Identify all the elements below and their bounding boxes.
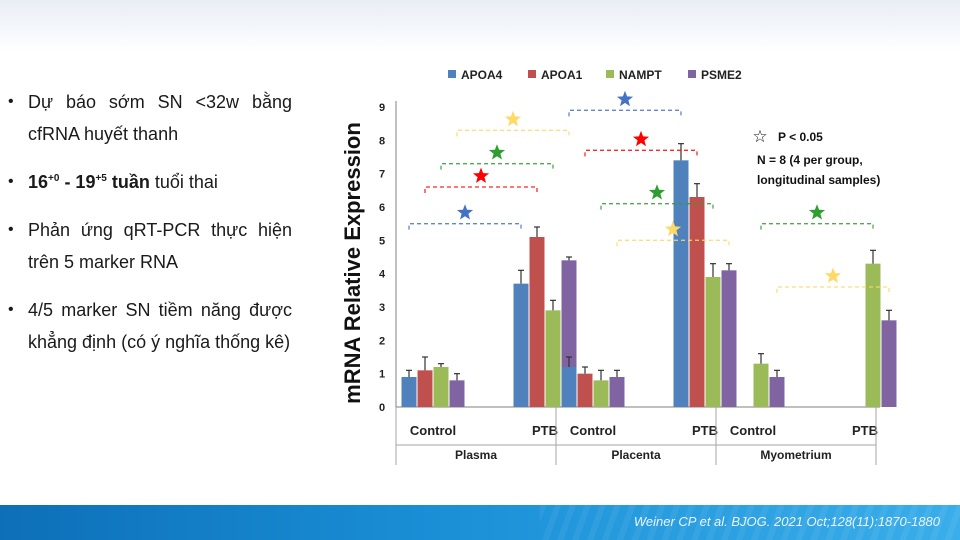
citation-text: Weiner CP et al. BJOG. 2021 Oct;128(11):… [633, 514, 940, 529]
legend-swatch [606, 70, 614, 78]
significance-star-icon [472, 167, 490, 183]
bullet-text: tuần [106, 172, 150, 192]
data-bar [417, 370, 433, 407]
bullet-text: - 19 [59, 172, 96, 192]
data-bar [577, 373, 593, 407]
footer-wave-decoration [540, 505, 960, 540]
significance-bracket [424, 186, 538, 193]
bullet-text: tuổi thai [149, 172, 218, 192]
data-bar [721, 270, 737, 407]
legend-swatch [448, 70, 456, 78]
note-sample-size: N = 8 (4 per group, [757, 153, 863, 167]
y-tick-label: 7 [379, 169, 385, 181]
significance-bracket [760, 223, 874, 230]
data-bar [529, 237, 545, 407]
bullet-item: • Phản ứng qRT-PCR thực hiện trên 5 marke… [8, 214, 292, 278]
data-bar [609, 377, 625, 407]
bullet-text: +0 [48, 173, 60, 184]
expression-bar-chart: mRNA Relative Expression 0 1 2 3 4 5 6 7 8 9 APOA4 A… [340, 68, 897, 465]
y-tick-label: 0 [379, 402, 385, 414]
bullet-dot: • [8, 93, 14, 110]
data-bar [689, 197, 705, 407]
data-bar [673, 160, 689, 407]
bullet-dot: • [8, 301, 14, 318]
significance-star-icon [664, 220, 682, 237]
y-tick-label: 6 [379, 202, 385, 214]
bullet-text: Phản ứng qRT-PCR thực hiện trên 5 marker… [28, 220, 292, 272]
group-label: PTB [532, 423, 558, 438]
bullet-text: Dự báo sớm SN <32w bằng cfRNA huyết than… [28, 92, 292, 144]
bullet-item: • 16+0 - 19+5 tuần tuổi thai [8, 166, 292, 198]
bullet-list: • Dự báo sớm SN <32w bằng cfRNA huyết tha… [8, 86, 292, 374]
group-label: PTB [692, 423, 718, 438]
significance-star-icon [456, 204, 474, 220]
note-star-icon: ☆ [752, 127, 767, 146]
significance-bracket [456, 129, 570, 137]
data-bar [865, 263, 881, 407]
tissue-label: Plasma [455, 448, 497, 462]
legend-swatch [528, 70, 536, 78]
significance-bracket [600, 203, 714, 210]
significance-star-icon [488, 144, 506, 160]
group-label: PTB [852, 423, 878, 438]
significance-star-icon [648, 184, 666, 200]
data-bar [593, 380, 609, 407]
bullet-text: 16 [28, 172, 49, 192]
legend-swatch [688, 70, 696, 78]
significance-star-icon [504, 110, 522, 127]
significance-star-icon [824, 267, 842, 283]
note-sample-desc: longitudinal samples) [757, 173, 880, 187]
data-bar [401, 377, 417, 407]
legend-label: APOA1 [541, 68, 583, 82]
data-bar [769, 377, 785, 407]
significance-bracket [440, 163, 554, 170]
y-tick-label: 5 [379, 235, 385, 247]
group-label: Control [410, 423, 456, 438]
y-tick-label: 2 [379, 335, 385, 347]
significance-star-icon [616, 90, 634, 107]
y-tick-label: 4 [379, 269, 386, 281]
note-pvalue: P < 0.05 [778, 130, 823, 144]
significance-bracket [776, 286, 890, 293]
significance-star-icon [808, 204, 826, 220]
bullet-text: 4/5 marker SN tiềm năng được khẳng định … [28, 300, 292, 352]
y-tick-label: 1 [379, 369, 385, 381]
y-tick-label: 9 [379, 102, 385, 114]
y-tick-label: 8 [379, 135, 385, 147]
significance-bracket [408, 223, 522, 230]
significance-bracket [584, 149, 698, 157]
significance-bracket [568, 109, 682, 117]
data-bar [705, 277, 721, 407]
legend-label: NAMPT [619, 68, 662, 82]
significance-star-icon [632, 130, 650, 147]
y-axis-label: mRNA Relative Expression [340, 122, 365, 404]
group-label: Control [730, 423, 776, 438]
bullet-item: • 4/5 marker SN tiềm năng được khẳng định… [8, 294, 292, 358]
bullet-dot: • [8, 221, 14, 238]
data-bar [561, 367, 577, 407]
bullet-text: +5 [95, 173, 107, 184]
data-bar [545, 310, 561, 407]
data-bar [881, 320, 897, 407]
legend-label: PSME2 [701, 68, 742, 82]
significance-bracket [616, 239, 730, 247]
tissue-label: Placenta [611, 448, 661, 462]
tissue-label: Myometrium [760, 448, 831, 462]
y-tick-label: 3 [379, 302, 385, 314]
footer-bar: Weiner CP et al. BJOG. 2021 Oct;128(11):… [0, 505, 960, 540]
data-bar [513, 283, 529, 407]
group-label: Control [570, 423, 616, 438]
data-bar [753, 363, 769, 407]
legend-label: APOA4 [461, 68, 503, 82]
data-bar [449, 380, 465, 407]
bullet-dot: • [8, 173, 14, 190]
bullet-item: • Dự báo sớm SN <32w bằng cfRNA huyết tha… [8, 86, 292, 150]
data-bar [433, 367, 449, 407]
title-band [0, 0, 960, 52]
